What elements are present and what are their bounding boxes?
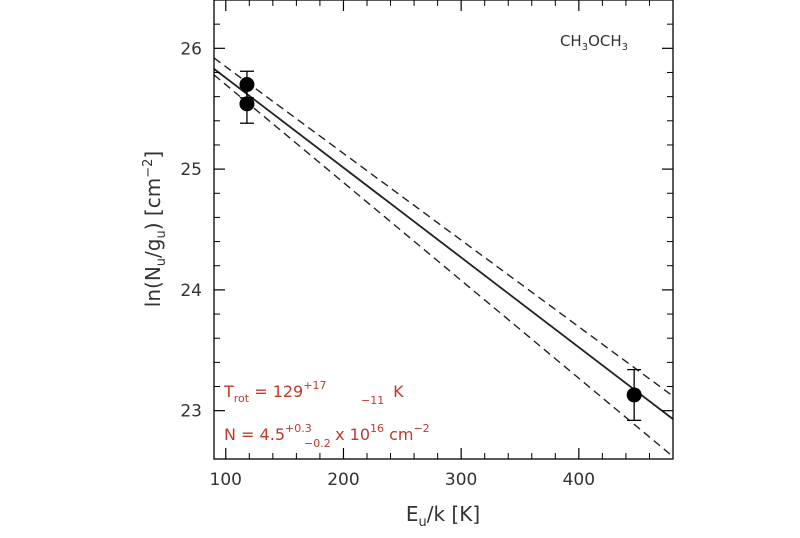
- data-point: [626, 387, 642, 403]
- column-density-annotation: N = 4.5+0.3 −0.2 x 1016 cm−2: [224, 422, 430, 450]
- x-axis-label: Eu/k [K]: [406, 502, 480, 530]
- x-tick-label: 400: [563, 470, 595, 490]
- y-axis-label: ln(Nu/gu) [cm−2]: [141, 151, 169, 307]
- x-tick-label: 300: [445, 470, 477, 490]
- fit-bound-line: [213, 74, 674, 458]
- fit-bound-line: [213, 57, 674, 397]
- fit-lines: [213, 57, 674, 458]
- trot-annotation: Trot = 129+17−11 K: [223, 379, 404, 407]
- y-tick-label: 25: [180, 160, 202, 180]
- y-tick-label: 23: [180, 402, 202, 422]
- y-tick-label: 26: [180, 39, 202, 59]
- data-point: [239, 96, 255, 112]
- fit-line: [213, 68, 674, 420]
- y-tick-label: 24: [180, 281, 202, 301]
- molecule-label: CH3OCH3: [560, 32, 628, 53]
- axis-ticks: 100 200 300 400 23 24 25 26: [180, 0, 673, 490]
- data-points: [239, 70, 642, 421]
- plot-frame: [213, 0, 674, 460]
- x-tick-label: 200: [327, 470, 359, 490]
- x-tick-label: 100: [210, 470, 242, 490]
